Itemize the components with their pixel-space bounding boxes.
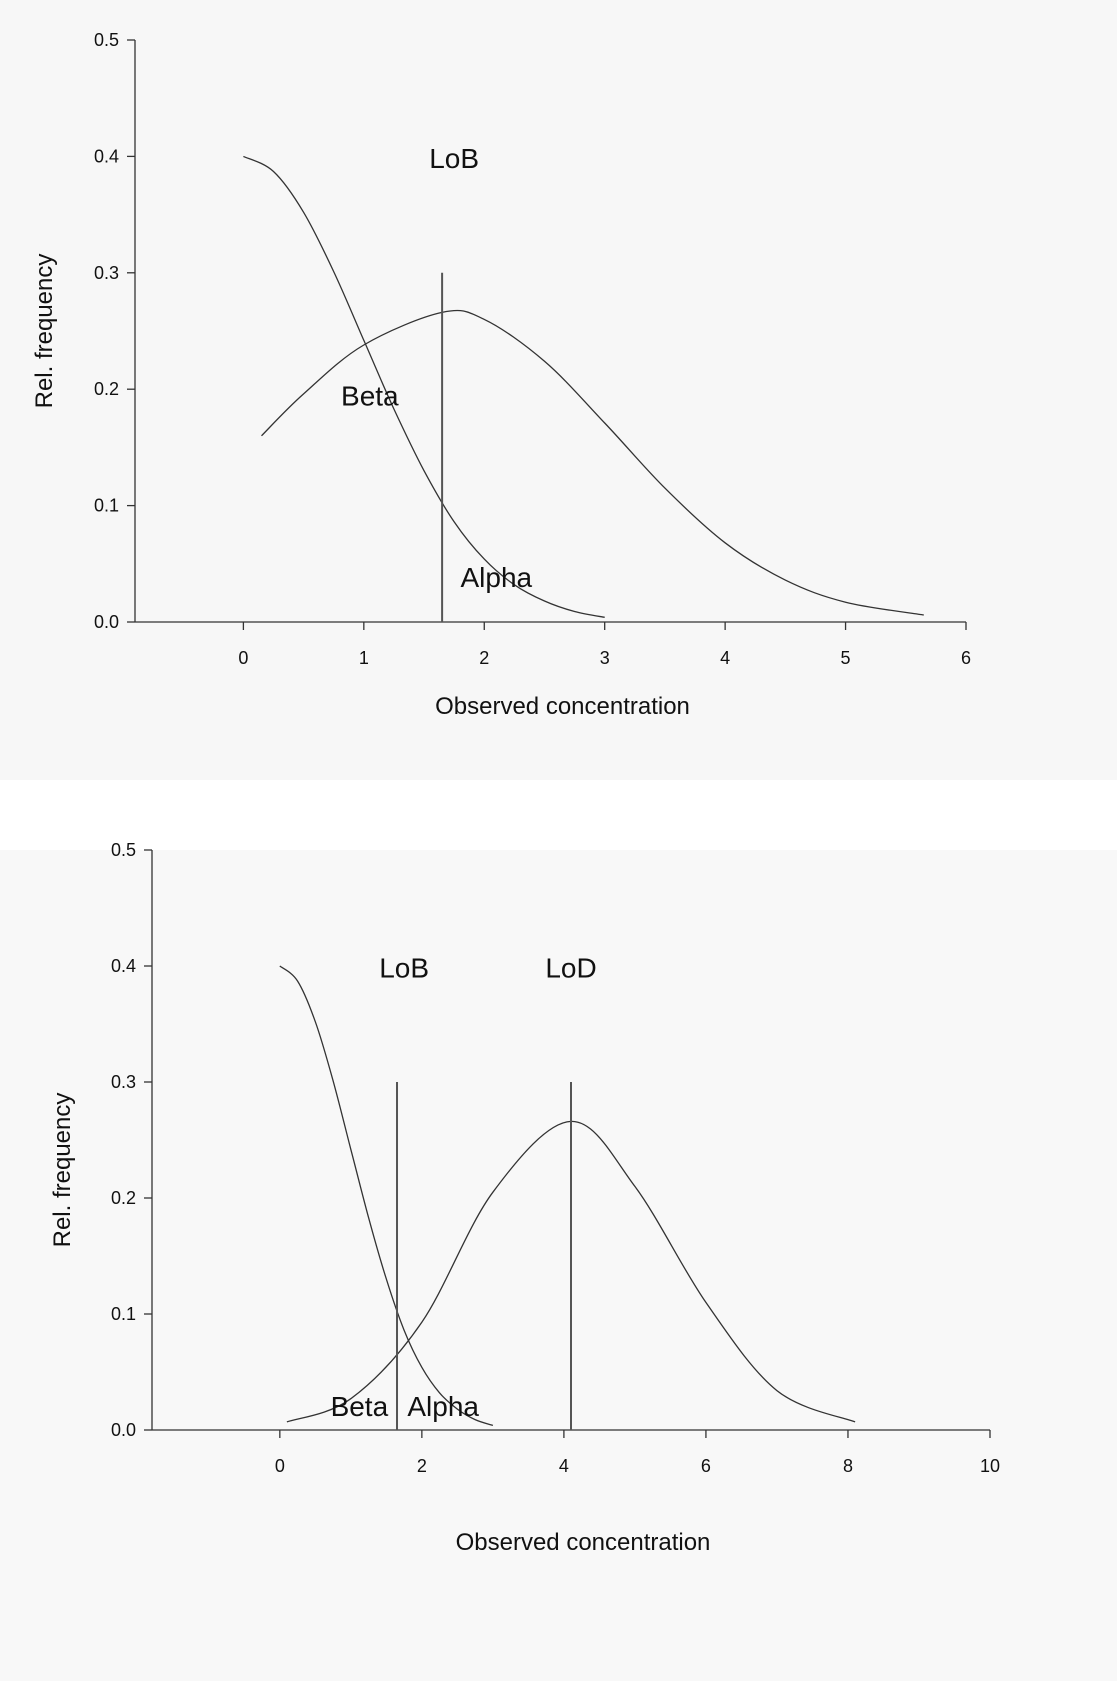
sample-distribution-curve (261, 309, 924, 616)
y-tick-label: 0.2 (94, 379, 119, 399)
chart-svg: 0.0 0.1 0.2 0.3 0.4 0.5 0 2 4 6 8 10 Observed concen… (49, 840, 1000, 1556)
y-tick-label: 0.0 (94, 612, 119, 632)
y-tick-label: 0.1 (111, 1304, 136, 1324)
annotation-beta: Beta (341, 380, 399, 411)
x-tick-label: 0 (275, 1456, 285, 1476)
x-tick-label: 2 (479, 648, 489, 668)
x-tick-label: 4 (559, 1456, 569, 1476)
chart-panel-top: 0.0 0.1 0.2 0.3 0.4 0.5 0 1 2 3 4 5 6 Observed concen… (0, 0, 1117, 780)
x-tick-label: 10 (980, 1456, 1000, 1476)
chart-panel-bottom: 0.0 0.1 0.2 0.3 0.4 0.5 0 2 4 6 8 10 Observed concen… (0, 840, 1117, 1681)
x-tick-label: 5 (841, 648, 851, 668)
y-tick-label: 0.2 (111, 1188, 136, 1208)
x-tick-label: 6 (701, 1456, 711, 1476)
annotation-beta: Beta (331, 1391, 389, 1422)
annotation-lod: LoD (545, 953, 596, 984)
x-axis-label: Observed concentration (456, 1529, 711, 1556)
y-tick-label: 0.5 (111, 840, 136, 860)
y-axis-label: Rel. frequency (31, 254, 58, 409)
y-tick-label: 0.1 (94, 496, 119, 516)
chart-svg: 0.0 0.1 0.2 0.3 0.4 0.5 0 1 2 3 4 5 6 Observed concen… (31, 30, 971, 720)
y-tick-label: 0.3 (111, 1072, 136, 1092)
annotation-alpha: Alpha (407, 1391, 479, 1422)
y-axis-label: Rel. frequency (49, 1093, 76, 1248)
x-tick-label: 3 (600, 648, 610, 668)
y-tick-label: 0.4 (111, 956, 136, 976)
x-tick-label: 2 (417, 1456, 427, 1476)
annotation-lob: LoB (379, 953, 429, 984)
x-tick-label: 6 (961, 648, 971, 668)
y-tick-label: 0.3 (94, 263, 119, 283)
x-axis-label: Observed concentration (435, 693, 690, 720)
x-tick-label: 8 (843, 1456, 853, 1476)
y-tick-label: 0.5 (94, 30, 119, 50)
blank-distribution-curve (243, 155, 605, 618)
blank-distribution-curve (279, 965, 494, 1427)
x-tick-label: 4 (720, 648, 730, 668)
y-tick-label: 0.4 (94, 146, 119, 166)
x-tick-label: 0 (238, 648, 248, 668)
annotation-alpha: Alpha (460, 562, 532, 593)
y-tick-label: 0.0 (111, 1420, 136, 1440)
annotation-lob: LoB (429, 143, 479, 174)
x-tick-label: 1 (359, 648, 369, 668)
